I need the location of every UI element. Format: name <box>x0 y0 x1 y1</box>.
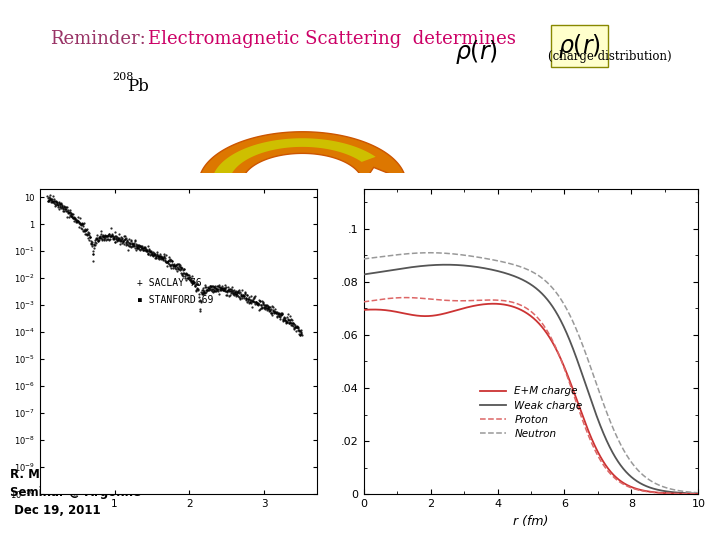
Weak charge <box>626 474 635 480</box>
Text: Electromagnetic Scattering  determines: Electromagnetic Scattering determines <box>148 30 516 48</box>
Text: ▪ STANFORD 69: ▪ STANFORD 69 <box>137 295 213 305</box>
E+M charge <box>489 300 498 307</box>
E+M charge <box>495 301 504 307</box>
Neutron <box>626 458 635 465</box>
E+M charge <box>393 309 402 315</box>
Text: $\rho(r)$: $\rho(r)$ <box>455 38 498 66</box>
Proton <box>626 484 635 491</box>
Weak charge <box>495 268 504 275</box>
X-axis label: r (fm): r (fm) <box>513 515 549 528</box>
Text: Reminder:: Reminder: <box>50 30 145 48</box>
Neutron <box>507 261 516 267</box>
Weak charge <box>694 490 703 497</box>
Weak charge <box>359 271 368 278</box>
Weak charge <box>507 272 516 278</box>
Line: Proton: Proton <box>364 298 698 494</box>
Proton <box>359 299 368 305</box>
Legend: E+M charge, Weak charge, Proton, Neutron: E+M charge, Weak charge, Proton, Neutron <box>476 382 587 443</box>
Neutron <box>426 249 434 256</box>
Neutron <box>694 490 703 496</box>
Weak charge <box>393 266 402 272</box>
Weak charge <box>442 261 451 268</box>
Text: (charge distribution): (charge distribution) <box>548 50 672 63</box>
Proton <box>495 297 504 303</box>
E+M charge <box>507 303 516 309</box>
Weak charge <box>621 468 629 474</box>
Text: + SACLAY 76: + SACLAY 76 <box>137 278 202 288</box>
Text: $\rho(r)$: $\rho(r)$ <box>558 32 601 60</box>
Line: Weak charge: Weak charge <box>364 265 698 494</box>
Neutron <box>590 373 598 380</box>
E+M charge <box>590 441 598 447</box>
Proton <box>590 444 598 451</box>
E+M charge <box>626 484 635 490</box>
Proton <box>621 482 629 488</box>
E+M charge <box>359 307 368 313</box>
Proton <box>507 299 516 305</box>
E+M charge <box>694 491 703 497</box>
Polygon shape <box>212 138 376 184</box>
Text: R. Michaels,  Jlab
Seminar @ Argonne
 Dec 19, 2011: R. Michaels, Jlab Seminar @ Argonne Dec … <box>10 468 141 517</box>
Line: Neutron: Neutron <box>364 253 698 493</box>
Proton <box>402 294 410 301</box>
Polygon shape <box>199 132 432 189</box>
Text: $q\ (fm)^{-1}$: $q\ (fm)^{-1}$ <box>185 470 238 490</box>
Proton <box>393 294 402 301</box>
Neutron <box>359 255 368 262</box>
Text: Pb: Pb <box>127 78 149 95</box>
Neutron <box>495 258 504 265</box>
Neutron <box>393 252 402 258</box>
Line: E+M charge: E+M charge <box>364 303 698 494</box>
Weak charge <box>590 405 598 411</box>
Text: 208: 208 <box>112 72 133 82</box>
E+M charge <box>621 481 629 487</box>
Neutron <box>621 449 629 456</box>
Proton <box>694 491 703 497</box>
